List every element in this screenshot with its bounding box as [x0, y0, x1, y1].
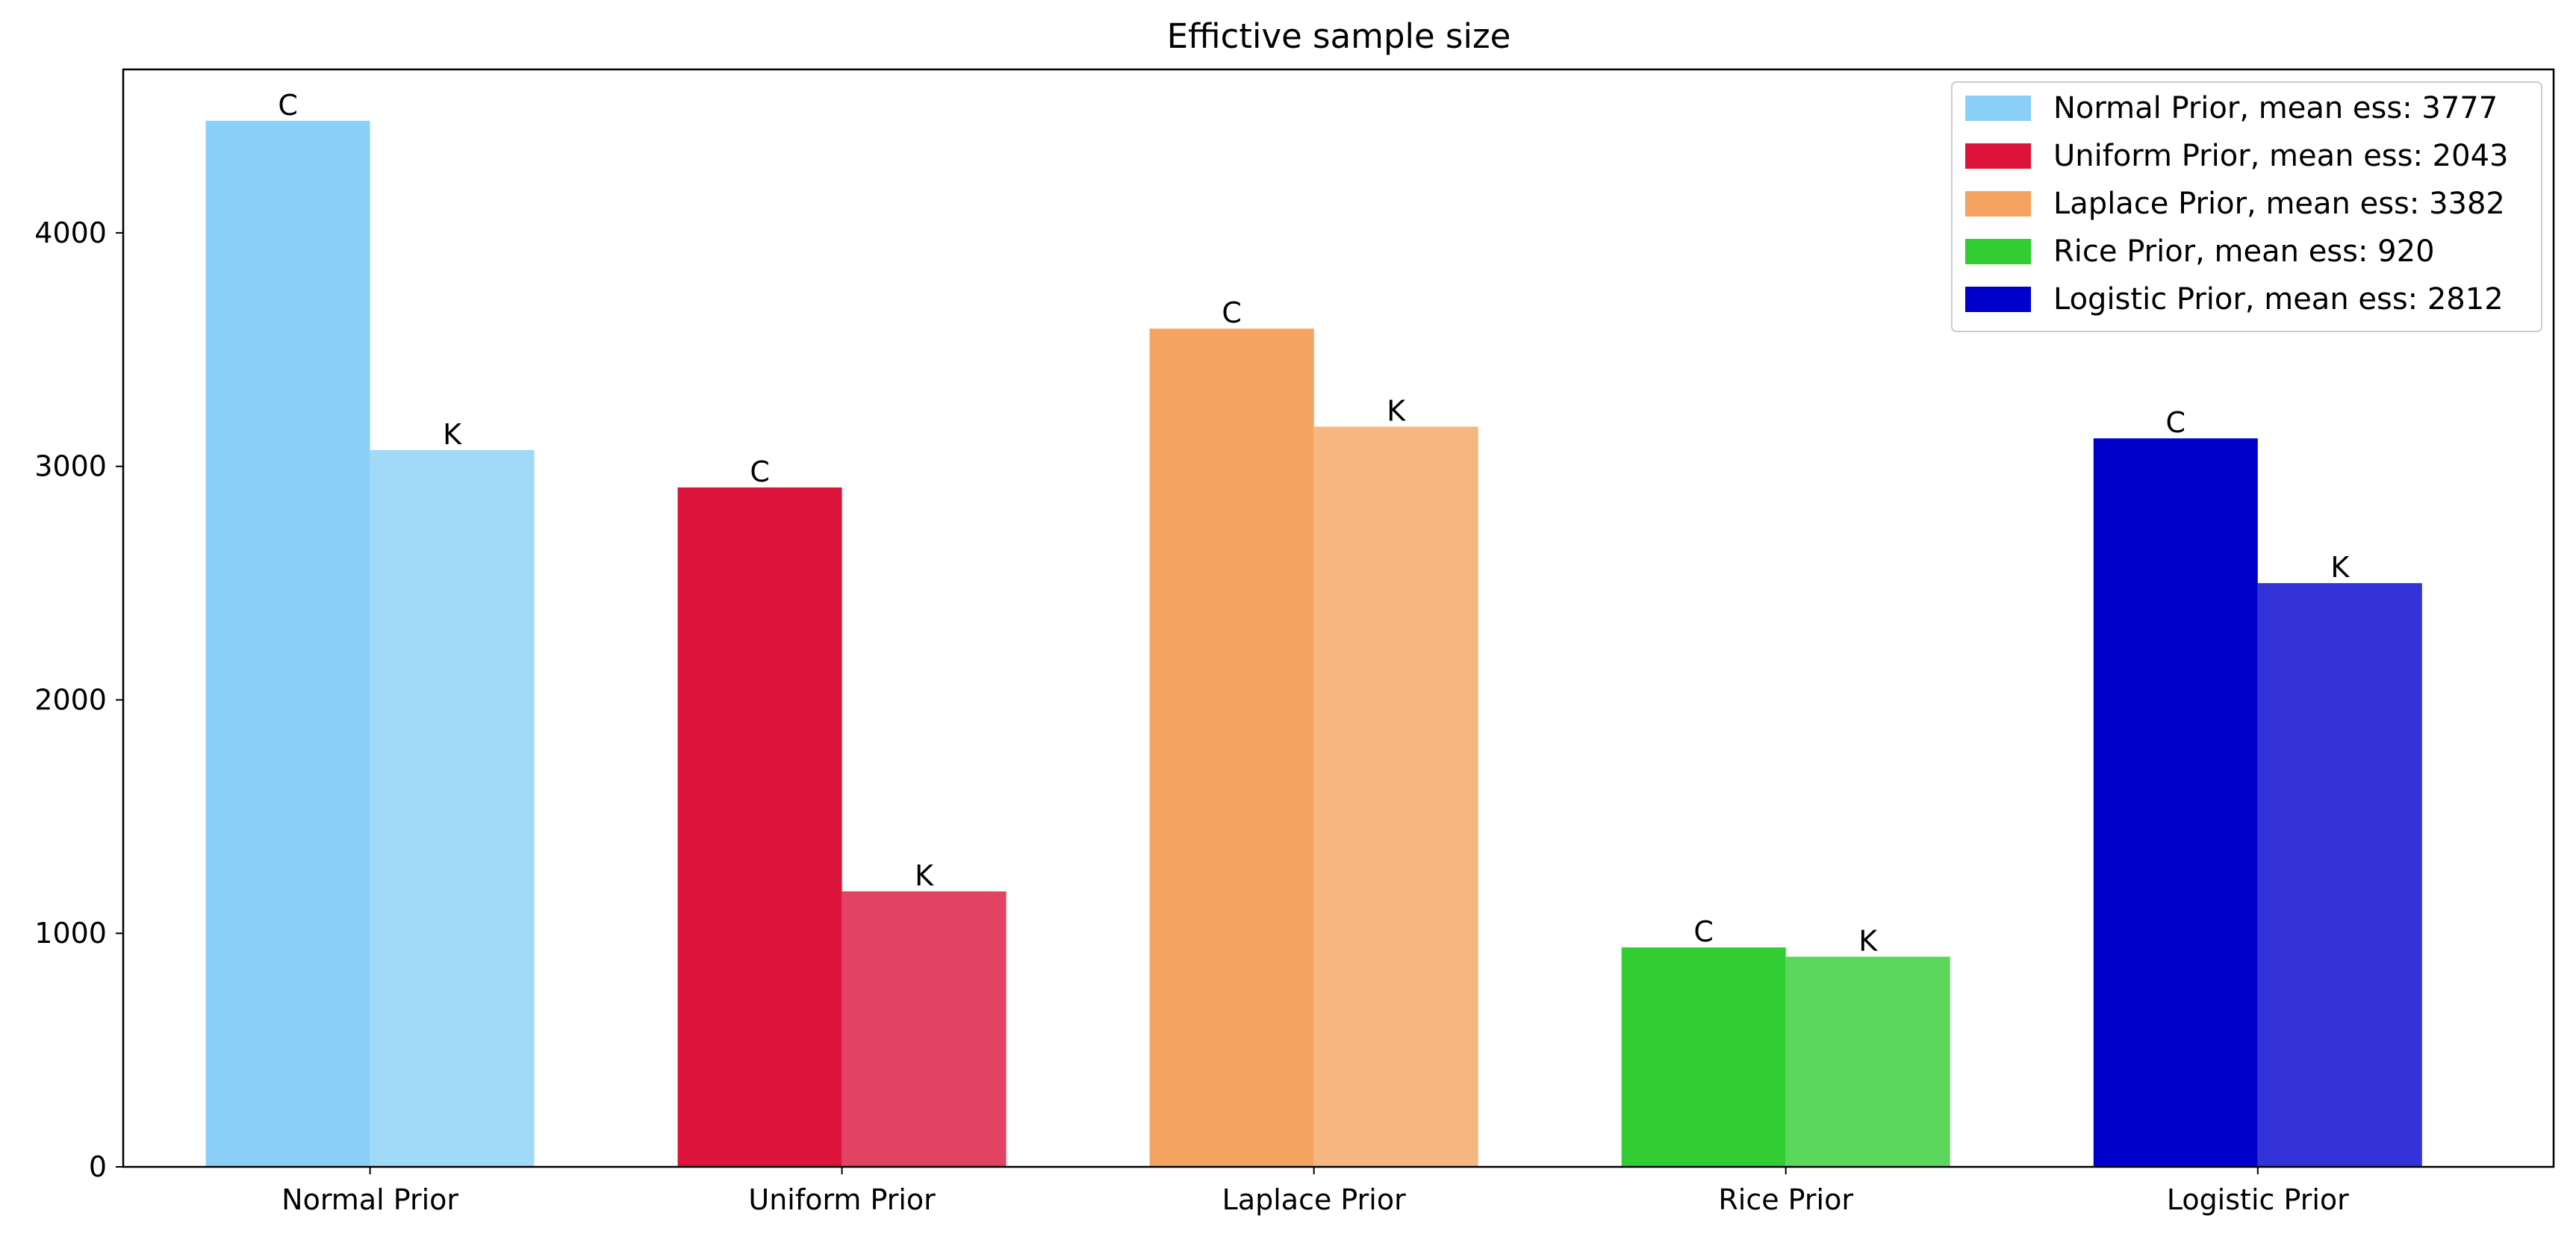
- legend-entry: Rice Prior, mean ess: 920: [2053, 234, 2435, 269]
- bar-label-c: C: [1693, 915, 1714, 948]
- legend-swatch: [1965, 96, 2031, 121]
- legend-swatch: [1965, 143, 2031, 169]
- x-tick-label: Normal Prior: [281, 1183, 458, 1216]
- x-tick-label: Laplace Prior: [1222, 1183, 1406, 1216]
- bar-uniform-prior-k: [841, 891, 1007, 1167]
- bar-label-c: C: [278, 89, 298, 122]
- chart-title: Effictive sample size: [1167, 16, 1511, 56]
- x-tick-label: Uniform Prior: [748, 1183, 936, 1216]
- bar-logistic-prior-c: [2093, 438, 2258, 1167]
- legend-box: [1951, 81, 2542, 332]
- y-tick-label: 0: [89, 1150, 107, 1183]
- bar-rice-prior-c: [1621, 947, 1786, 1167]
- bar-normal-prior-c: [205, 120, 370, 1167]
- bar-rice-prior-k: [1785, 956, 1950, 1167]
- legend-swatch: [1965, 287, 2031, 312]
- bar-laplace-prior-k: [1313, 426, 1478, 1167]
- legend: Normal Prior, mean ess: 3777 Uniform Prio…: [1951, 81, 2542, 332]
- legend-swatch: [1965, 239, 2031, 264]
- axes-layer: Normal Prior Uniform Prior Laplace Prior Ri…: [34, 68, 2555, 1216]
- bar-laplace-prior-c: [1149, 328, 1314, 1168]
- x-tick-label: Rice Prior: [1718, 1183, 1853, 1216]
- bar-label-k: K: [1858, 925, 1878, 958]
- legend-swatch: [1965, 191, 2031, 217]
- bar-normal-prior-k: [370, 449, 535, 1167]
- bar-label-c: C: [750, 455, 770, 488]
- y-tick-label: 2000: [34, 684, 107, 717]
- y-tick-label: 4000: [34, 217, 107, 249]
- bar-label-k: K: [1387, 395, 1406, 428]
- bar-uniform-prior-c: [677, 487, 842, 1167]
- bars-layer: C K C K C K C K C K: [205, 89, 2422, 1168]
- bar-label-c: C: [2166, 406, 2186, 439]
- x-tick-label: Logistic Prior: [2167, 1183, 2349, 1216]
- bar-label-k: K: [2330, 551, 2350, 584]
- legend-entry: Laplace Prior, mean ess: 3382: [2053, 187, 2505, 221]
- legend-entry: Logistic Prior, mean ess: 2812: [2053, 282, 2504, 317]
- y-tick-label: 1000: [34, 917, 107, 950]
- legend-entry: Uniform Prior, mean ess: 2043: [2053, 139, 2508, 173]
- plot-frame: [122, 68, 2555, 1168]
- bar-label-k: K: [915, 859, 934, 892]
- bar-logistic-prior-k: [2257, 583, 2422, 1167]
- bar-label-c: C: [1222, 296, 1242, 329]
- bar-label-k: K: [443, 418, 462, 451]
- legend-entry: Normal Prior, mean ess: 3777: [2053, 91, 2498, 125]
- y-tick-label: 3000: [34, 450, 107, 483]
